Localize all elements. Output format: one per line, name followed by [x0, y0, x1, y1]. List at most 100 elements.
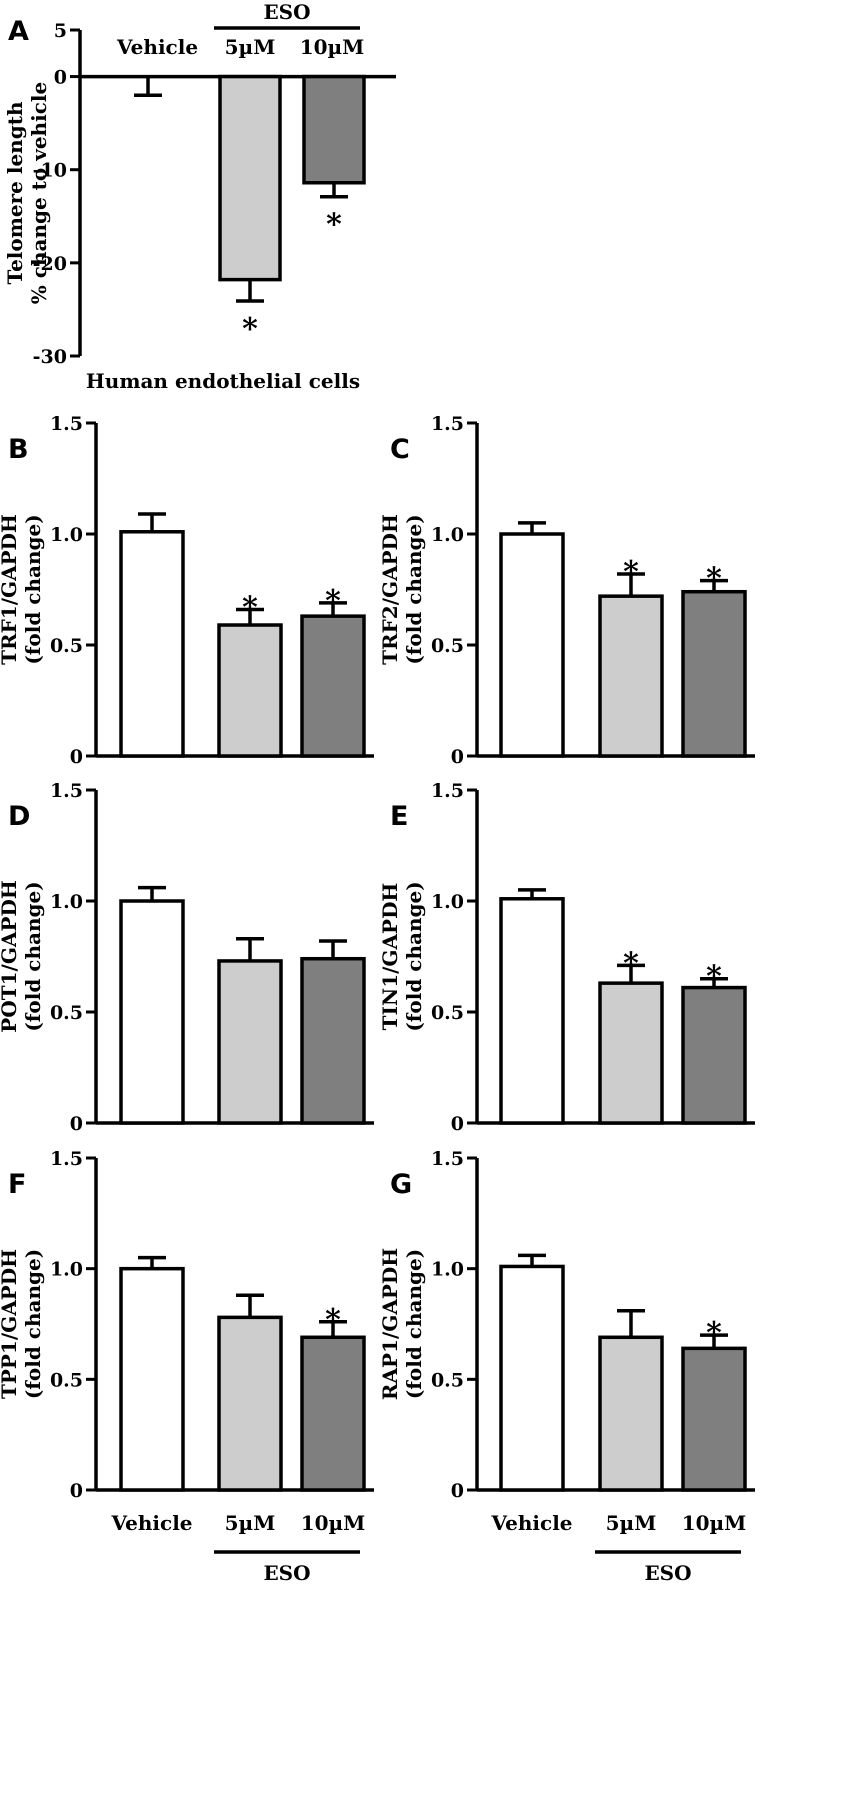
y-axis-label: RAP1/GAPDH — [378, 1248, 402, 1400]
y-tick-label: -20 — [33, 253, 67, 275]
y-axis-label: TRF2/GAPDH — [378, 514, 402, 665]
y-axis-label: TIN1/GAPDH — [378, 883, 402, 1031]
y-axis-label-sub: (fold change) — [21, 1249, 45, 1399]
bar-5um — [217, 959, 283, 1125]
panel-letter: C — [390, 434, 410, 465]
significance-star: * — [623, 555, 639, 590]
chart-panel-a: A 5 0 -10 -20 -30 Telomere length% change to v… — [3, 0, 396, 393]
y-tick-label: 0.5 — [50, 1369, 83, 1391]
y-tick-label: 1.5 — [431, 1148, 464, 1170]
group-label: ESO — [263, 0, 310, 24]
category-label: 5µM — [606, 1511, 657, 1535]
x-axis-label: Human endothelial cells — [86, 369, 360, 393]
panel-letter: G — [390, 1169, 412, 1200]
significance-star: * — [706, 1316, 722, 1351]
bottom-categories-right: Vehicle 5µM 10µM ESO — [490, 1511, 746, 1585]
y-axis-label-sub: (fold change) — [21, 881, 45, 1031]
bar-10um — [300, 1335, 366, 1492]
y-axis-label: POT1/GAPDH — [0, 880, 21, 1032]
y-tick-label: 5 — [54, 20, 67, 42]
significance-star: * — [325, 584, 341, 619]
bar-10um — [681, 985, 747, 1125]
category-label: Vehicle — [110, 1511, 192, 1535]
group-label: ESO — [263, 1561, 310, 1585]
y-tick-label: 0.5 — [50, 1002, 83, 1024]
bar-5um — [218, 74, 282, 282]
bar-5um — [217, 1315, 283, 1492]
y-tick-label: 1.0 — [431, 1259, 464, 1281]
y-axis-label: TPP1/GAPDH — [0, 1249, 21, 1399]
chart-panel-b: B 1.5 1.0 0.5 0 TRF1/GAPDH (fold change) * * — [0, 413, 374, 768]
y-tick-label: -10 — [33, 160, 67, 182]
y-axis-label: TRF1/GAPDH — [0, 514, 21, 665]
significance-star: * — [242, 590, 258, 625]
y-tick-label: 0.5 — [431, 1369, 464, 1391]
y-tick-label: 1.5 — [50, 780, 83, 802]
bar-10um — [681, 1346, 747, 1492]
bar-10um — [302, 74, 366, 185]
bar-vehicle — [499, 532, 565, 758]
y-tick-label: 1.0 — [431, 891, 464, 913]
y-tick-label: 0.5 — [431, 635, 464, 657]
y-tick-label: 0 — [451, 1480, 464, 1502]
category-label-5um: 5µM — [225, 35, 276, 59]
category-label: 5µM — [225, 1511, 276, 1535]
bar-5um — [217, 623, 283, 758]
significance-star: * — [325, 1303, 341, 1338]
significance-star: * — [706, 960, 722, 995]
y-axis-label: Telomere length — [3, 101, 27, 284]
chart-panel-e: E 1.5 1.0 0.5 0 TIN1/GAPDH (fold change) * * — [378, 780, 755, 1135]
y-tick-label: 0 — [451, 746, 464, 768]
y-tick-label: 0.5 — [50, 635, 83, 657]
significance-star: * — [706, 562, 722, 597]
y-tick-label: 1.5 — [431, 780, 464, 802]
y-tick-label: 1.0 — [50, 1259, 83, 1281]
y-tick-label: 1.0 — [50, 524, 83, 546]
bar-10um — [300, 956, 366, 1125]
bar-vehicle — [119, 530, 185, 758]
y-axis-label-sub: (fold change) — [402, 514, 426, 664]
y-tick-label: 0 — [54, 67, 67, 89]
y-tick-label: 0 — [70, 1480, 83, 1502]
y-tick-label: 1.0 — [431, 524, 464, 546]
y-tick-label: -30 — [33, 346, 67, 368]
y-axis-label-sub: (fold change) — [402, 881, 426, 1031]
y-axis-label-sub: (fold change) — [402, 1249, 426, 1399]
chart-panel-f: F 1.5 1.0 0.5 0 TPP1/GAPDH (fold change) * — [0, 1148, 374, 1502]
panel-letter: B — [8, 434, 29, 465]
y-tick-label: 0.5 — [431, 1002, 464, 1024]
y-tick-label: 1.5 — [50, 413, 83, 435]
category-label-10um: 10µM — [300, 35, 365, 59]
bar-vehicle — [499, 1264, 565, 1492]
category-label: 10µM — [301, 1511, 366, 1535]
y-tick-label: 0 — [451, 1113, 464, 1135]
panel-letter: D — [8, 801, 30, 832]
significance-star: * — [326, 208, 342, 243]
significance-star: * — [623, 946, 639, 981]
bar-vehicle — [499, 897, 565, 1125]
category-label: 10µM — [682, 1511, 747, 1535]
bar-5um — [598, 981, 664, 1125]
y-tick-label: 0 — [70, 1113, 83, 1135]
bar-vehicle — [119, 899, 185, 1125]
chart-panel-g: G 1.5 1.0 0.5 0 RAP1/GAPDH (fold change) * — [378, 1148, 755, 1502]
bar-5um — [598, 1335, 664, 1492]
group-label: ESO — [644, 1561, 691, 1585]
bar-10um — [300, 614, 366, 758]
bar-vehicle — [119, 1266, 185, 1492]
panel-letter: E — [390, 801, 408, 832]
y-tick-label: 1.5 — [50, 1148, 83, 1170]
panel-letter: F — [8, 1169, 26, 1200]
chart-panel-d: D 1.5 1.0 0.5 0 POT1/GAPDH (fold change) — [0, 780, 374, 1135]
y-tick-label: 0 — [70, 746, 83, 768]
category-label: Vehicle — [490, 1511, 572, 1535]
chart-panel-c: C 1.5 1.0 0.5 0 TRF2/GAPDH (fold change) * * — [378, 413, 755, 768]
bar-10um — [681, 589, 747, 758]
y-tick-label: 1.5 — [431, 413, 464, 435]
y-axis-label-sub: % change to vehicle — [27, 82, 51, 304]
category-label-vehicle: Vehicle — [116, 35, 198, 59]
panel-letter: A — [8, 16, 29, 47]
significance-star: * — [242, 312, 258, 347]
bottom-categories-left: Vehicle 5µM 10µM ESO — [110, 1511, 365, 1585]
